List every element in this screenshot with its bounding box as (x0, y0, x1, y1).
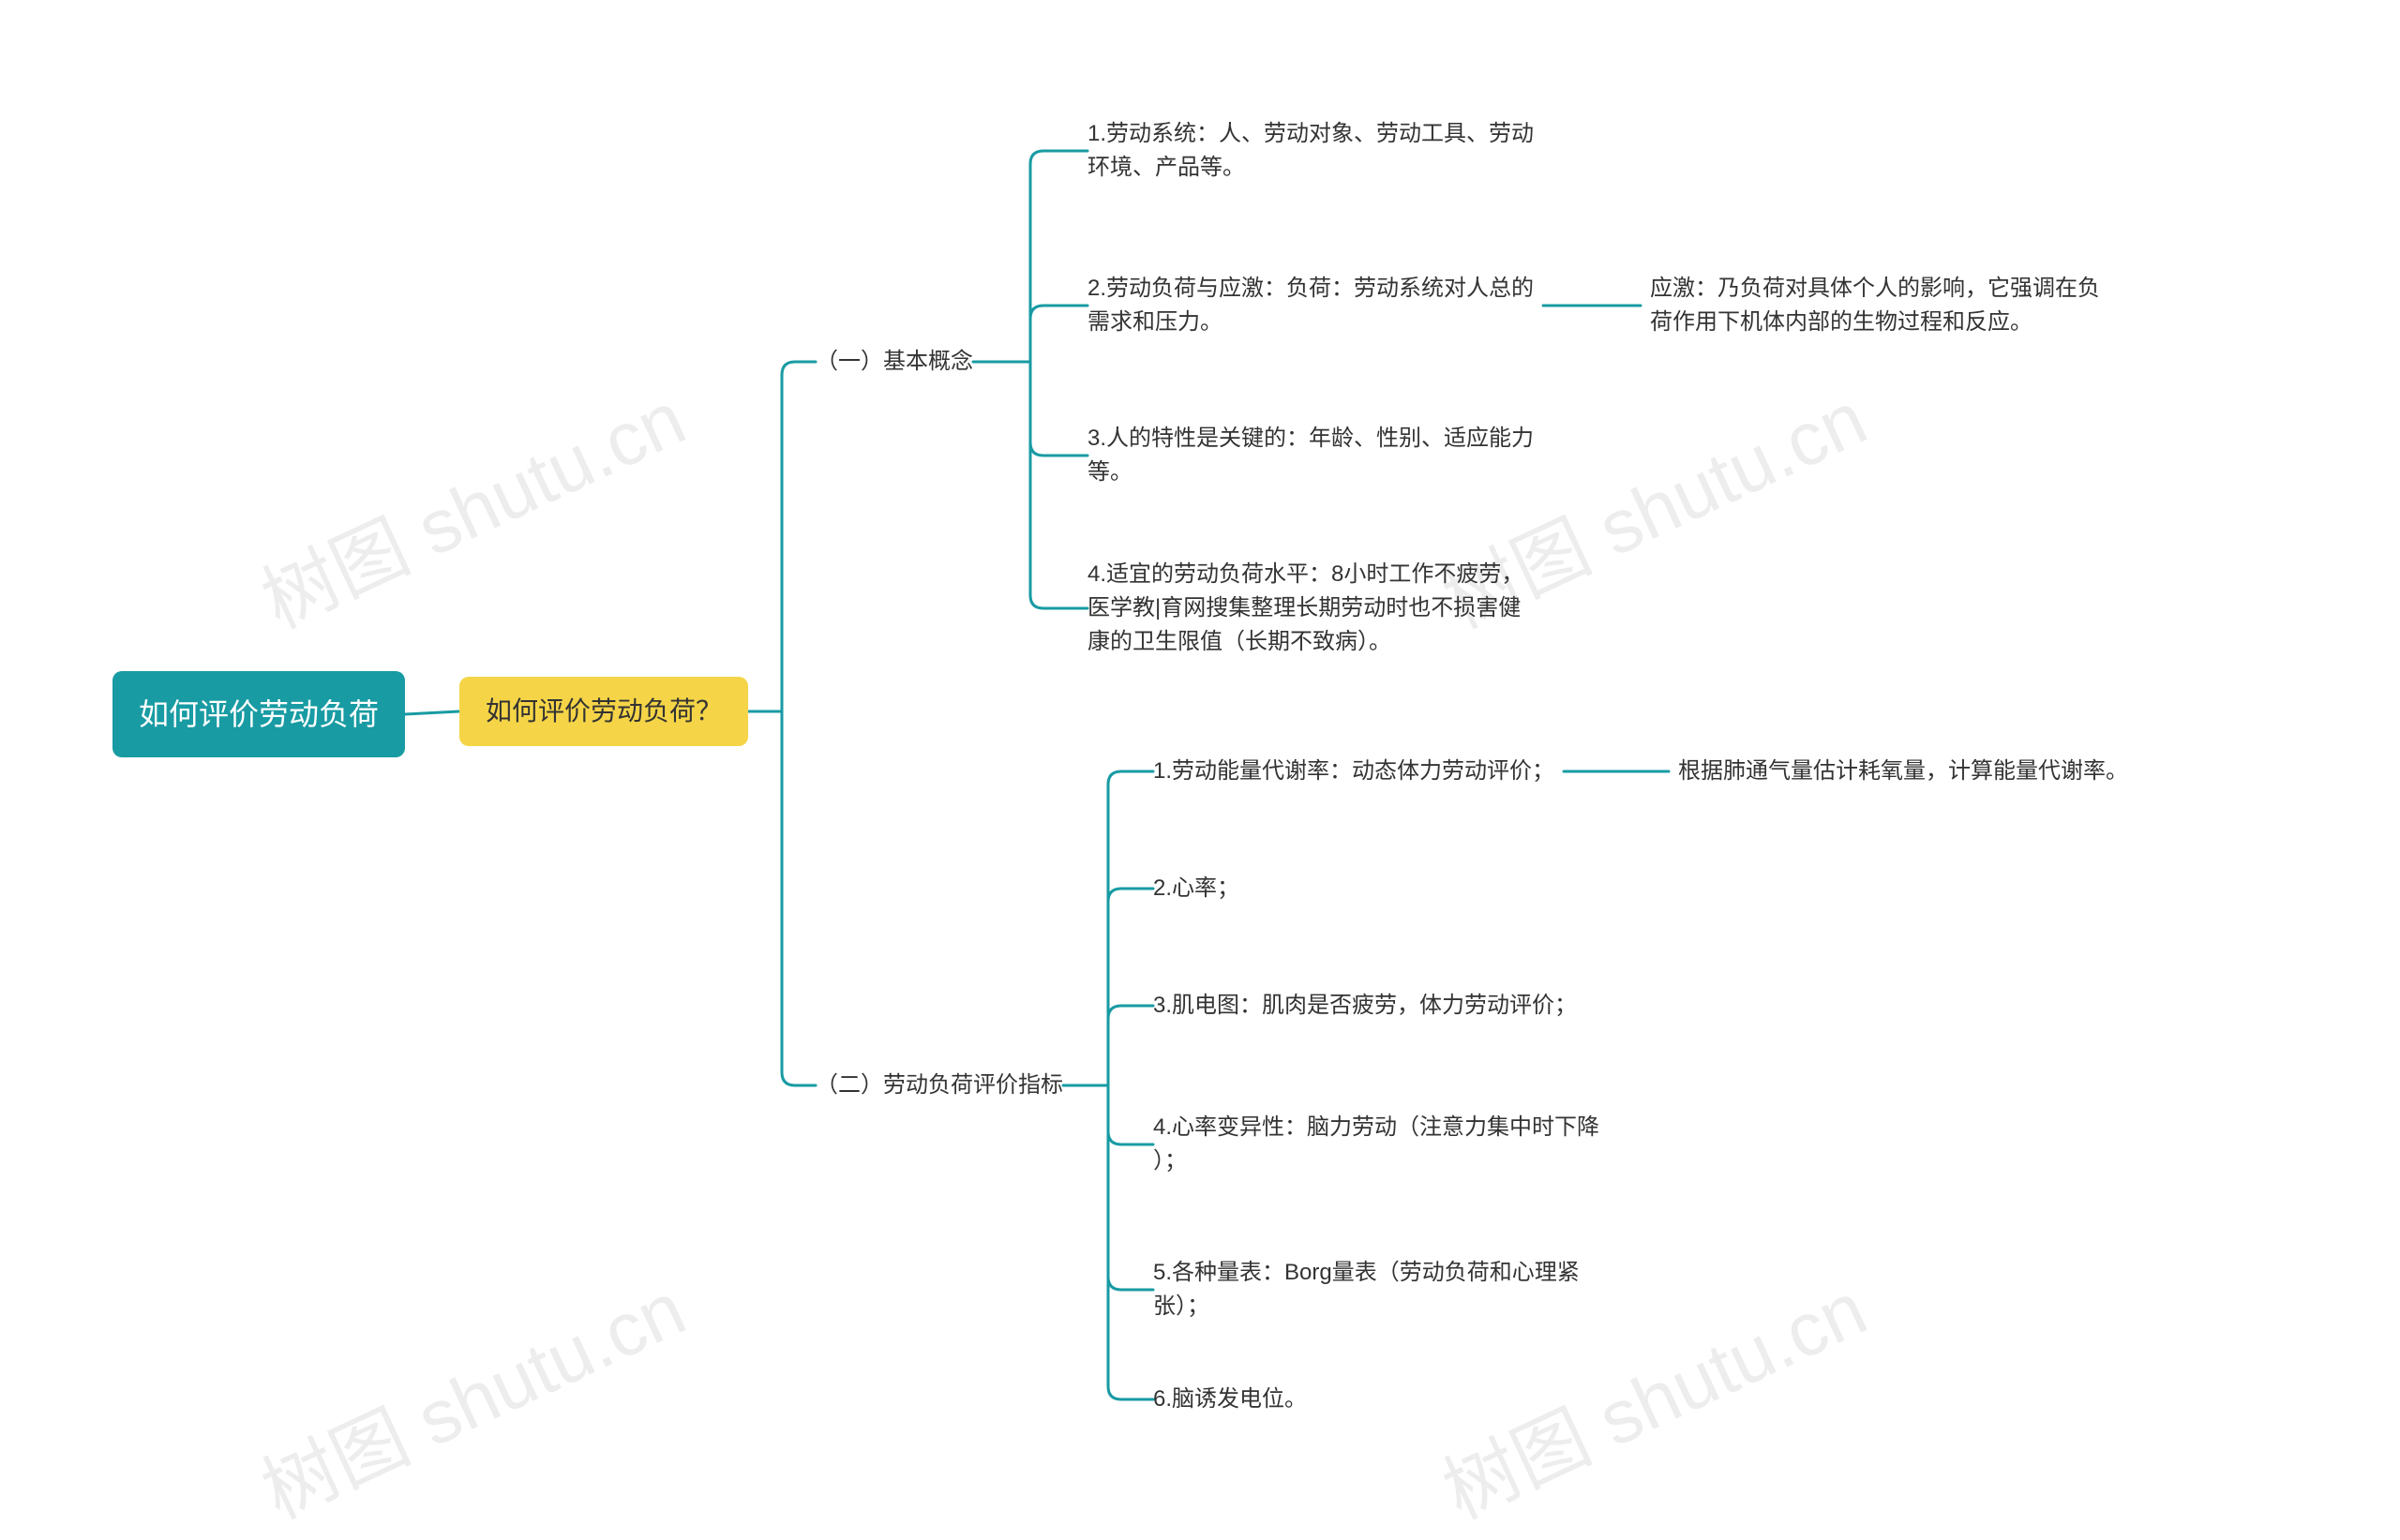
branch-evaluation-indicators: （二）劳动负荷评价指标 (816, 1069, 1063, 1102)
leaf-stress-definition: 应激：乃负荷对具体个人的影响，它强调在负 荷作用下机体内部的生物过程和反应。 (1650, 272, 2100, 339)
leaf-emg: 3.肌电图：肌肉是否疲劳，体力劳动评价； (1153, 989, 1577, 1023)
leaf-energy-metabolism: 1.劳动能量代谢率：动态体力劳动评价； (1153, 755, 1554, 788)
leaf-heart-rate: 2.心率； (1153, 872, 1239, 905)
leaf-evoked-potential: 6.脑诱发电位。 (1153, 1383, 1307, 1416)
leaf-appropriate-load-level: 4.适宜的劳动负荷水平：8小时工作不疲劳， 医学教|育网搜集整理长期劳动时也不损… (1088, 558, 1523, 659)
leaf-borg-scale: 5.各种量表：Borg量表（劳动负荷和心理紧 张）； (1153, 1256, 1580, 1323)
root-node: 如何评价劳动负荷 (112, 671, 405, 757)
branch-basic-concepts: （一）基本概念 (816, 345, 973, 379)
leaf-labor-load-stress: 2.劳动负荷与应激：负荷：劳动系统对人总的 需求和压力。 (1088, 272, 1534, 339)
question-node: 如何评价劳动负荷？ (459, 677, 748, 746)
leaf-human-characteristics: 3.人的特性是关键的：年龄、性别、适应能力 等。 (1088, 422, 1534, 489)
leaf-lung-ventilation: 根据肺通气量估计耗氧量，计算能量代谢率。 (1678, 755, 2128, 788)
leaf-labor-system: 1.劳动系统：人、劳动对象、劳动工具、劳动 环境、产品等。 (1088, 117, 1534, 185)
leaf-hrv: 4.心率变异性：脑力劳动（注意力集中时下降 ）； (1153, 1111, 1599, 1178)
